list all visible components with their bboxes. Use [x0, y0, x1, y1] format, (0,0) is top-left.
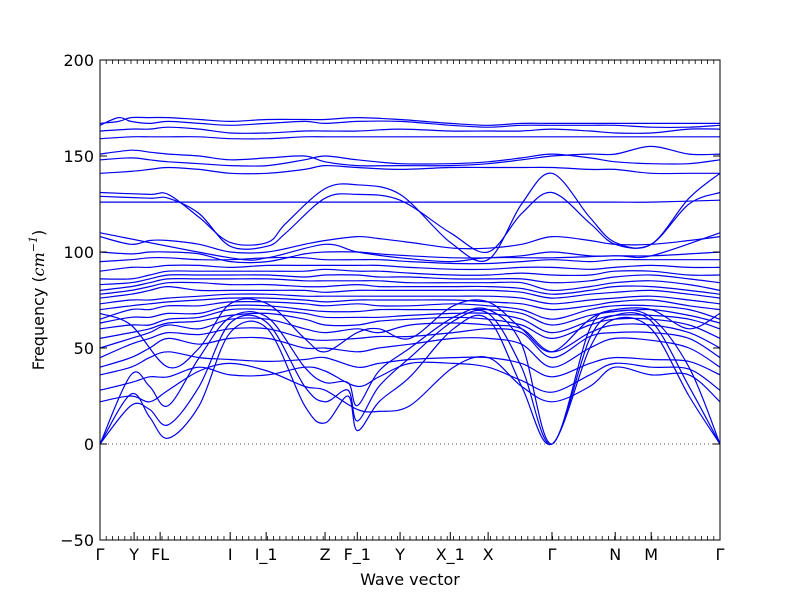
y-tick-label: 100: [63, 243, 94, 262]
x-tick-label: Γ: [548, 545, 557, 564]
x-tick-label: N: [609, 545, 621, 564]
band-line-29: [99, 153, 721, 167]
x-tick-label: Γ: [716, 545, 725, 564]
y-tick-label: 0: [84, 435, 94, 454]
x-tick-label: Z: [320, 545, 331, 564]
x-axis-label: Wave vector: [360, 570, 460, 589]
y-tick-label: −50: [60, 531, 94, 550]
band-line-33: [99, 116, 721, 129]
band-line-25: [99, 191, 721, 254]
y-axis-label-prefix: Frequency (: [29, 276, 48, 370]
y-axis-label-exponent: −1: [27, 236, 40, 252]
y-axis-label-unit: cm: [29, 252, 48, 276]
x-tick-label: Y: [128, 545, 139, 564]
x-tick-label: Γ: [96, 545, 105, 564]
band-line-34: [99, 116, 720, 126]
y-tick-label: 50: [74, 339, 94, 358]
band-line-12: [99, 304, 721, 326]
x-tick-label: I_1: [255, 545, 278, 565]
band-line-30: [99, 145, 721, 167]
x-tick-label: M: [644, 545, 658, 564]
band-line-10: [99, 312, 721, 340]
band-line-2: [99, 309, 721, 445]
y-axis-label: Frequency (cm−1): [27, 230, 48, 371]
x-axis-ticks: Γ Y FL I I_1 Z F_1 Y X_1 X Γ N M Γ: [96, 532, 725, 565]
band-line-17: [99, 281, 721, 295]
x-tick-label: I: [228, 545, 233, 564]
band-line-35: [99, 232, 721, 263]
band-line-1: [99, 314, 721, 445]
band-line-6: [99, 351, 721, 378]
band-line-5: [99, 361, 721, 393]
y-axis-label-suffix: ): [29, 230, 48, 236]
band-line-13: [99, 300, 721, 320]
band-line-26: [99, 172, 721, 262]
y-tick-label: 200: [63, 51, 94, 70]
band-line-16: [99, 285, 721, 299]
band-line-14: [99, 297, 721, 311]
x-tick-label: X: [483, 545, 494, 564]
band-line-18: [99, 277, 721, 292]
x-tick-label: X_1: [436, 545, 465, 565]
x-tick-label: FL: [151, 545, 169, 564]
band-line-8: [99, 327, 721, 359]
band-line-9: [99, 317, 721, 353]
band-line-27: [99, 199, 721, 203]
band-line-36: [99, 298, 721, 369]
band-line-7: [99, 336, 721, 368]
band-line-20: [99, 268, 721, 280]
phonon-branches: [99, 116, 721, 445]
y-tick-label: 150: [63, 147, 94, 166]
band-line-23: [99, 251, 721, 264]
band-line-21: [99, 264, 721, 272]
band-line-11: [99, 308, 721, 334]
band-line-22: [99, 256, 720, 265]
band-line-31: [99, 136, 721, 140]
x-tick-label: Y: [394, 545, 405, 564]
plot-frame: [99, 59, 721, 541]
x-tick-label: F_1: [344, 545, 371, 565]
band-line-19: [99, 274, 721, 286]
band-line-4: [99, 356, 721, 413]
band-line-24: [99, 235, 721, 254]
band-line-28: [99, 164, 720, 175]
band-line-15: [99, 293, 721, 305]
band-line-32: [99, 126, 721, 134]
